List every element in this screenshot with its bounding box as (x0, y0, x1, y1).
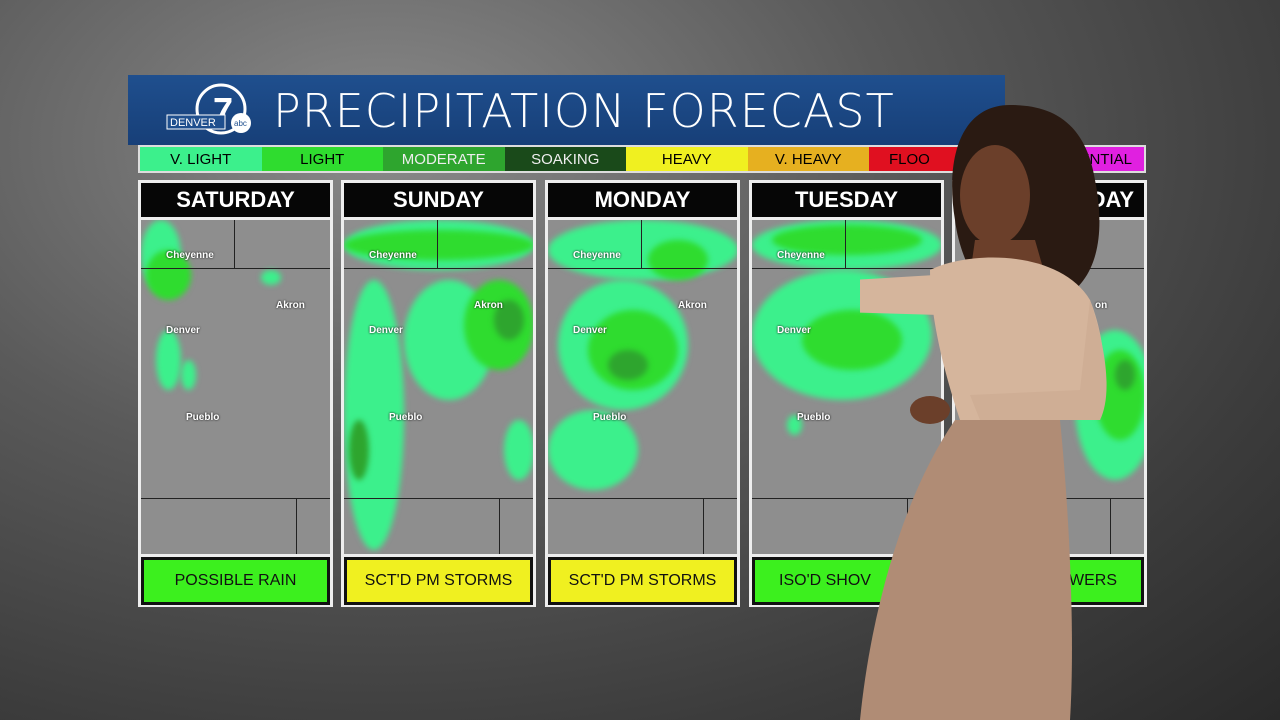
city-pueblo: Pueblo (389, 412, 423, 423)
forecast-label: SCT'D PM STORMS (344, 557, 533, 605)
day-header: SUNDAY (344, 183, 533, 217)
precip-area (344, 230, 533, 260)
state-border (641, 220, 642, 268)
state-border (1110, 498, 1111, 554)
precip-area (504, 420, 533, 480)
precip-area (648, 240, 708, 280)
radar-map: Cheyenne Akron Denver Pueblo (548, 220, 737, 554)
city-denver: Denver (369, 325, 403, 336)
state-border (344, 498, 533, 499)
city-akron: Akron (474, 300, 503, 311)
city-pueblo: Pueblo (593, 412, 627, 423)
page-title: PRECIPITATION FORECAST (273, 84, 895, 138)
city-denver: Denver (166, 325, 200, 336)
precip-area (802, 310, 902, 370)
day-header: SATURDAY (141, 183, 330, 217)
city-cheyenne: Cheyenne (777, 250, 825, 261)
precip-area (772, 225, 922, 255)
precip-area (349, 420, 369, 480)
meteorologist (860, 105, 1107, 720)
state-border (141, 268, 330, 269)
precip-area (146, 250, 191, 300)
legend-moderate: MODERATE (383, 147, 505, 171)
city-denver: Denver (573, 325, 607, 336)
day-header: MONDAY (548, 183, 737, 217)
state-border (703, 498, 704, 554)
city-akron: on (1095, 300, 1108, 311)
city-pueblo: Pueblo (186, 412, 220, 423)
radar-map: Cheyenne Akron Denver Pueblo (141, 220, 330, 554)
precip-area (787, 415, 802, 435)
denver7-logo: 7 DENVER abc (166, 83, 251, 135)
state-border (548, 498, 737, 499)
state-border (141, 498, 330, 499)
forecast-label: SCT'D PM STORMS (548, 557, 737, 605)
city-cheyenne: Cheyenne (573, 250, 621, 261)
city-pueblo: Pueblo (797, 412, 831, 423)
city-akron: Akron (276, 300, 305, 311)
precip-area (548, 410, 638, 490)
state-border (752, 498, 941, 499)
precip-area (156, 330, 181, 390)
legend-light: LIGHT (261, 147, 383, 171)
precip-area (1115, 360, 1135, 390)
state-border (234, 220, 235, 268)
legend-soaking: SOAKING (504, 147, 626, 171)
precip-area (181, 360, 196, 390)
legend-v-light: V. LIGHT (140, 147, 262, 171)
precip-area (494, 300, 524, 340)
state-border (296, 498, 297, 554)
radar-map: Cheyenne Akron Denver Pueblo (344, 220, 533, 554)
precip-area (608, 350, 648, 380)
city-cheyenne: Cheyenne (369, 250, 417, 261)
state-border (845, 220, 846, 268)
city-denver: Denver (777, 325, 811, 336)
precip-area (261, 270, 281, 285)
state-border (548, 268, 737, 269)
state-border (499, 498, 500, 554)
precip-area (548, 220, 737, 280)
legend-heavy: HEAVY (626, 147, 748, 171)
day-header: TUESDAY (752, 183, 941, 217)
state-border (437, 220, 438, 268)
precip-area (344, 280, 404, 550)
legend-v-heavy: V. HEAVY (747, 147, 869, 171)
city-cheyenne: Cheyenne (166, 250, 214, 261)
svg-text:abc: abc (234, 119, 247, 128)
city-akron: Akron (678, 300, 707, 311)
forecast-label: POSSIBLE RAIN (141, 557, 330, 605)
svg-text:DENVER: DENVER (170, 117, 216, 129)
forecast-panel-1: SUNDAY Cheyenne Akron Denver Pueblo SCT'D PM … (341, 180, 536, 607)
forecast-panel-2: MONDAY Cheyenne Akron Denver Pueblo SCT'D PM … (545, 180, 740, 607)
state-border (344, 268, 533, 269)
title-banner (128, 75, 1005, 145)
state-border (752, 268, 941, 269)
forecast-panel-0: SATURDAY Cheyenne Akron Denver Pueblo POSSIBL… (138, 180, 333, 607)
